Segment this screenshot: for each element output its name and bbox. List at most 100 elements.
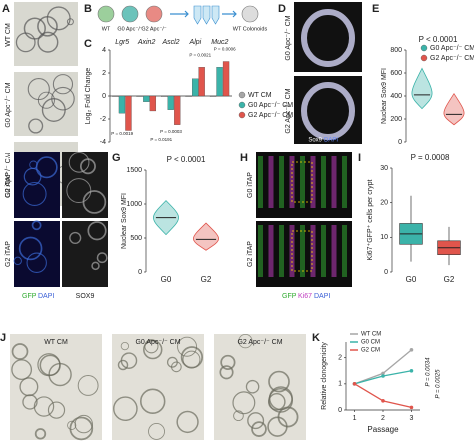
- x-tick-label: 3: [410, 415, 414, 422]
- micrograph: [10, 334, 102, 440]
- stain-label: GFP: [22, 293, 37, 300]
- crypt-stain: [258, 156, 263, 208]
- stain-label: GFP: [282, 293, 297, 300]
- organoid: [267, 416, 288, 437]
- organoid: [91, 261, 100, 271]
- crypt-stain: [310, 225, 316, 277]
- organoid: [82, 190, 107, 214]
- annotation: P = 0.0021: [189, 52, 211, 57]
- point: [352, 382, 357, 386]
- organoid: [180, 346, 204, 369]
- result-label: WT Colonoids: [233, 26, 268, 32]
- organoid: [13, 256, 22, 266]
- bar: [136, 95, 143, 97]
- tube: [211, 5, 220, 25]
- panel-letter: A: [2, 3, 10, 15]
- organoid: [247, 412, 265, 430]
- legend-swatch: [420, 54, 428, 62]
- legend-swatch: [238, 111, 246, 119]
- organoid: [268, 386, 293, 411]
- point: [409, 368, 414, 373]
- y-tick-label: 30: [380, 165, 388, 172]
- micrograph: [14, 2, 78, 66]
- bar: [161, 95, 168, 97]
- organoid: [238, 333, 253, 349]
- organoid: [48, 362, 72, 387]
- crypt-stain: [310, 156, 316, 208]
- organoid: [22, 181, 47, 206]
- organoid: [268, 370, 290, 393]
- organoid: [46, 6, 71, 31]
- category-label: Muc2: [211, 39, 228, 46]
- image-label: G2 Apc⁻/⁻ CM: [5, 152, 12, 197]
- organoid: [113, 396, 138, 422]
- organoid: [245, 379, 260, 394]
- organoid: [69, 416, 94, 441]
- bar: [167, 95, 174, 110]
- organoid: [11, 359, 33, 381]
- y-tick-label: 1000: [126, 201, 142, 208]
- crypt-outline: [291, 161, 313, 203]
- organoid: [267, 393, 286, 411]
- organoid: [117, 359, 129, 371]
- panel-letter: H: [240, 152, 248, 164]
- crypt-stain: [321, 225, 326, 277]
- organoid: [28, 118, 44, 134]
- y-axis-label: Relative clonogenicity: [321, 342, 328, 410]
- image-label: G0 iTAP: [5, 172, 12, 198]
- panel-letter: K: [312, 332, 320, 344]
- x-tick-label: G2: [201, 275, 212, 284]
- point: [409, 348, 414, 352]
- organoid: [66, 178, 92, 204]
- bar: [209, 95, 217, 97]
- crypt-stain: [268, 225, 274, 277]
- organoid: [47, 401, 66, 419]
- organoid: [68, 151, 90, 173]
- x-tick-label: G0: [161, 275, 172, 284]
- y-axis-label: Ki67⁺GFP⁺ cells per crypt: [367, 179, 374, 260]
- stain-label: DAPI: [314, 293, 330, 300]
- crypt-stain: [300, 225, 305, 277]
- point: [381, 399, 385, 403]
- bar: [174, 95, 181, 125]
- organoid: [233, 410, 244, 422]
- organoid: [52, 74, 74, 95]
- organoid: [143, 339, 163, 360]
- image-label: G0 Apc⁻/⁻ CM: [5, 82, 12, 127]
- organoid: [219, 365, 234, 380]
- bar: [191, 78, 199, 97]
- legend-label: G0 CM: [361, 340, 380, 346]
- series-line: [354, 383, 412, 409]
- point: [409, 405, 414, 410]
- category-label: Alpi: [189, 39, 202, 46]
- x-tick-label: 1: [353, 415, 357, 422]
- bar: [118, 95, 126, 114]
- stain-label: DAPI: [38, 293, 54, 300]
- arrow: [170, 10, 189, 18]
- organoid: [139, 388, 166, 414]
- organoid: [120, 341, 130, 351]
- medium-dish: [145, 5, 163, 23]
- y-axis-label: Log₂ Fold Change: [85, 68, 92, 125]
- image-label: G2 iTAP: [247, 241, 254, 267]
- legend-label: WT CM: [248, 92, 272, 99]
- panel-letter: C: [84, 38, 92, 50]
- organoid: [37, 91, 55, 109]
- organoid: [74, 414, 93, 434]
- image-label: WT CM: [5, 23, 12, 47]
- point: [381, 371, 385, 376]
- y-axis-label: Nuclear Sox9 MFI: [381, 68, 388, 124]
- x-tick-label: G0: [406, 275, 417, 284]
- crypt-stain: [268, 156, 274, 208]
- y-tick-label: 800: [390, 47, 402, 54]
- image-label: G0 Apc⁻/⁻ CM: [285, 15, 292, 60]
- bar: [143, 95, 150, 102]
- crypt-stain: [279, 156, 284, 208]
- crypt-stain: [342, 156, 347, 208]
- series-line: [354, 349, 412, 385]
- annotation: P = 0.0034: [426, 357, 432, 387]
- medium-dish: [121, 5, 139, 23]
- p-value: P < 0.0001: [167, 155, 206, 164]
- micrograph: [214, 334, 306, 440]
